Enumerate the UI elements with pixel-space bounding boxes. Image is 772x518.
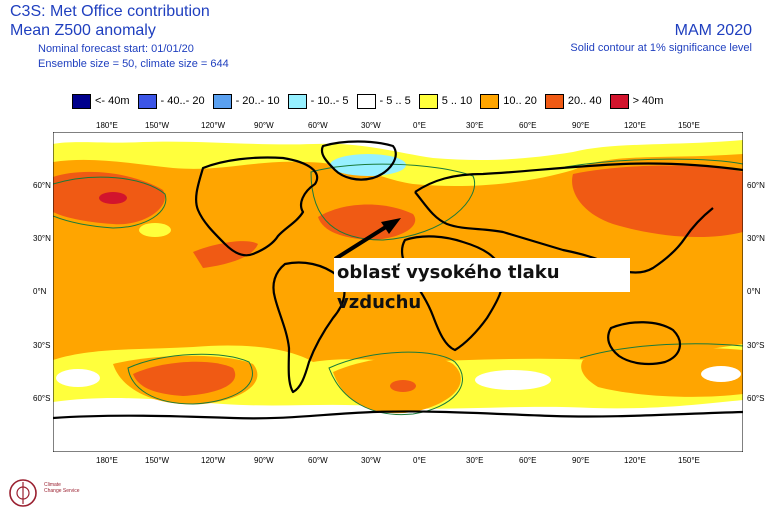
longitude-label: 120°W <box>201 121 226 130</box>
red-patch-south-atlantic <box>390 380 416 392</box>
white-patch-southwest <box>56 369 100 387</box>
legend-label: - 5 .. 5 <box>379 95 411 107</box>
latitude-label: 30°N <box>33 234 51 243</box>
latitude-label: 30°S <box>33 341 51 350</box>
white-band-north <box>53 132 743 160</box>
longitude-label: 60°W <box>308 121 328 130</box>
legend-swatch <box>287 93 307 109</box>
logo-text-line1: Climate <box>44 482 61 488</box>
legend-swatch <box>212 93 232 109</box>
orange-patch-south-indian <box>581 348 743 397</box>
longitude-label: 150°W <box>145 121 170 130</box>
white-patch-south-indian <box>475 370 551 390</box>
longitude-label: 60°W <box>308 456 328 465</box>
longitude-label: 180°E <box>96 121 118 130</box>
latitude-label: 0°N <box>33 287 47 296</box>
legend-label: 20.. 40 <box>567 95 602 107</box>
logo-text-line2: Change Service <box>44 488 80 494</box>
dark-red-core-north-pacific <box>99 192 127 204</box>
legend-label: - 20..- 10 <box>235 95 280 107</box>
legend-item: - 5 .. 5 <box>356 93 411 109</box>
yellow-patch-pacific <box>139 223 171 237</box>
longitude-label: 150°E <box>678 456 700 465</box>
red-patch-south-pacific <box>133 361 236 396</box>
significance-contours <box>53 158 743 416</box>
climate-change-service-logo: Climate Change Service <box>6 474 116 514</box>
legend-label: 5 .. 10 <box>441 95 473 107</box>
legend-swatch <box>356 93 376 109</box>
legend-item: > 40m <box>609 93 664 109</box>
latitude-label: 60°N <box>33 181 51 190</box>
latitude-label: 30°N <box>747 234 765 243</box>
longitude-label: 90°E <box>572 121 590 130</box>
longitude-label: 120°E <box>624 456 646 465</box>
legend-item: <- 40m <box>72 93 130 109</box>
legend-label: > 40m <box>632 95 664 107</box>
legend-label: 10.. 20 <box>503 95 537 107</box>
longitude-label: 180°E <box>96 456 118 465</box>
latitude-label: 60°N <box>747 181 765 190</box>
legend-label: - 40..- 20 <box>160 95 205 107</box>
latitude-label: 60°S <box>747 394 765 403</box>
red-patch-east-pacific <box>193 241 258 268</box>
legend-item: - 10..- 5 <box>287 93 349 109</box>
longitude-label: 30°E <box>466 121 484 130</box>
legend-item: - 40..- 20 <box>137 93 205 109</box>
season-label: MAM 2020 <box>674 22 752 39</box>
legend-swatch <box>137 93 157 109</box>
annotation-arrow <box>333 218 401 261</box>
color-legend: <- 40m - 40..- 20 - 20..- 10 - 10..- 5 - 5 .… <box>72 93 671 109</box>
chart-title: C3S: Met Office contribution <box>10 3 210 20</box>
longitude-label: 30°W <box>361 121 381 130</box>
forecast-start-text: Nominal forecast start: 01/01/20 <box>38 43 194 55</box>
longitude-label: 90°W <box>254 456 274 465</box>
legend-item: 10.. 20 <box>480 93 537 109</box>
longitude-label: 120°E <box>624 121 646 130</box>
logo-emblem-icon <box>9 479 37 507</box>
white-patch-southeast <box>701 366 741 382</box>
legend-item: 20.. 40 <box>544 93 602 109</box>
longitude-label: 90°E <box>572 456 590 465</box>
longitude-label: 150°E <box>678 121 700 130</box>
latitude-label: 60°S <box>33 394 51 403</box>
legend-item: - 20..- 10 <box>212 93 280 109</box>
longitude-label: 60°E <box>519 121 537 130</box>
longitude-label: 150°W <box>145 456 170 465</box>
ensemble-size-text: Ensemble size = 50, climate size = 644 <box>38 58 229 70</box>
legend-item: 5 .. 10 <box>418 93 473 109</box>
legend-swatch <box>609 93 629 109</box>
longitude-label: 90°W <box>254 121 274 130</box>
longitude-label: 120°W <box>201 456 226 465</box>
latitude-label: 30°S <box>747 341 765 350</box>
legend-label: <- 40m <box>95 95 130 107</box>
longitude-label: 0°E <box>413 456 426 465</box>
contour-note: Solid contour at 1% significance level <box>570 42 752 54</box>
legend-label: - 10..- 5 <box>310 95 349 107</box>
legend-swatch <box>480 93 500 109</box>
legend-swatch <box>72 93 91 109</box>
chart-subtitle: Mean Z500 anomaly <box>10 22 156 39</box>
latitude-label: 0°N <box>747 287 761 296</box>
longitude-label: 60°E <box>519 456 537 465</box>
white-band-south <box>53 398 743 452</box>
longitude-label: 30°E <box>466 456 484 465</box>
high-pressure-annotation: oblasť vysokého tlaku vzduchu <box>334 258 630 313</box>
legend-swatch <box>544 93 564 109</box>
anomaly-map <box>53 132 743 452</box>
longitude-label: 0°E <box>413 121 426 130</box>
legend-swatch <box>418 93 438 109</box>
longitude-label: 30°W <box>361 456 381 465</box>
